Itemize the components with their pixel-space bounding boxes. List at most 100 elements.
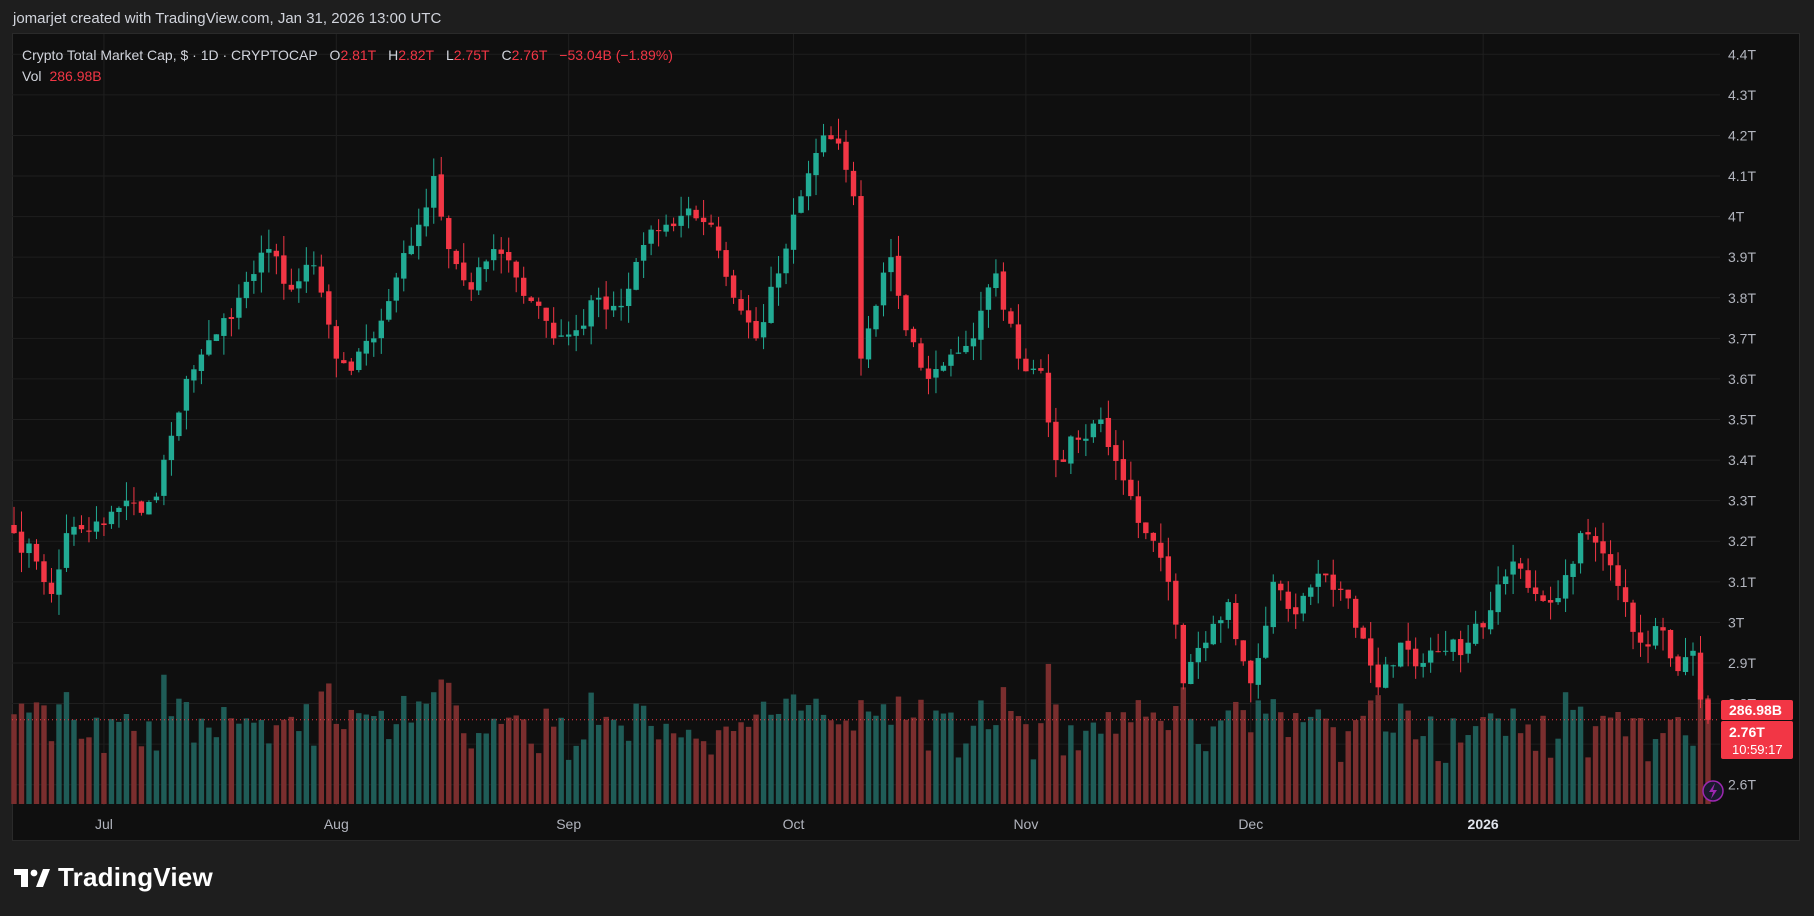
candle-body bbox=[461, 262, 467, 281]
candle-body bbox=[408, 245, 414, 255]
volume-bar bbox=[858, 700, 864, 804]
volume-bar bbox=[461, 733, 467, 804]
volume-bar bbox=[1405, 710, 1411, 804]
candle-body bbox=[1090, 423, 1097, 438]
volume-bar bbox=[1308, 716, 1314, 804]
candle-body bbox=[281, 255, 287, 284]
volume-bar bbox=[303, 704, 310, 804]
candle-body bbox=[693, 209, 699, 219]
volume-bar bbox=[835, 724, 842, 804]
candle-body bbox=[730, 275, 737, 298]
x-axis[interactable]: Jul Aug Sep Oct Nov Dec 2026 bbox=[95, 816, 1499, 832]
candle-body bbox=[1270, 581, 1276, 628]
candle-body bbox=[258, 252, 265, 273]
candle-body bbox=[1345, 589, 1351, 599]
candle-body bbox=[33, 543, 40, 562]
candle-body bbox=[438, 174, 444, 217]
y-tick-label: 3.6T bbox=[1728, 371, 1756, 387]
y-axis[interactable]: 4.4T 4.3T 4.2T 4.1T 4T 3.9T 3.8T 3.7T 3.6T 3.5T 3.… bbox=[1728, 46, 1756, 792]
volume-bar bbox=[71, 719, 77, 804]
volume-bar bbox=[221, 707, 227, 804]
volume-bar bbox=[828, 720, 834, 804]
candle-body bbox=[1180, 624, 1187, 684]
volume-bar bbox=[1090, 722, 1097, 804]
volume-bar bbox=[1300, 722, 1306, 804]
candle-body bbox=[371, 338, 377, 343]
volume-bar bbox=[1705, 698, 1711, 804]
candle-body bbox=[1188, 661, 1194, 685]
volume-bar bbox=[708, 754, 714, 804]
candle-body bbox=[1240, 640, 1246, 662]
volume-bar bbox=[1143, 716, 1149, 804]
candle-body bbox=[11, 525, 17, 534]
volume-bar bbox=[521, 719, 527, 804]
volume-bar bbox=[326, 683, 332, 804]
volume-bar bbox=[880, 704, 887, 804]
lightning-icon[interactable] bbox=[1702, 780, 1724, 802]
candle-body bbox=[18, 531, 25, 553]
volume-bar bbox=[1353, 720, 1359, 804]
candle-body bbox=[423, 207, 429, 227]
candle-body bbox=[1427, 650, 1434, 663]
chart-panel[interactable] bbox=[12, 33, 1800, 841]
candle-body bbox=[1105, 417, 1112, 448]
candle-body bbox=[708, 222, 714, 225]
volume-bar bbox=[1690, 745, 1696, 804]
volume-bar bbox=[783, 698, 789, 804]
candle-body bbox=[640, 245, 647, 261]
volume-bar bbox=[1120, 712, 1127, 804]
candle-body bbox=[910, 328, 917, 343]
volume-bar bbox=[918, 699, 924, 804]
candle-body bbox=[1165, 556, 1172, 582]
y-tick-label: 2.6T bbox=[1728, 777, 1756, 793]
volume-bar bbox=[1293, 713, 1299, 804]
candle-body bbox=[356, 351, 362, 370]
candle-body bbox=[378, 320, 384, 339]
tradingview-logo[interactable]: TradingView bbox=[14, 862, 213, 893]
candle-body bbox=[311, 265, 317, 267]
candle-body bbox=[1128, 479, 1134, 497]
volume-bar bbox=[715, 730, 722, 804]
candle-body bbox=[296, 281, 302, 289]
candle-body bbox=[1120, 459, 1127, 481]
candle-body bbox=[243, 281, 250, 299]
volume-bar bbox=[393, 724, 399, 804]
candle-body bbox=[1615, 565, 1621, 586]
candle-body bbox=[1585, 532, 1591, 535]
candle-body bbox=[273, 250, 280, 257]
candle-body bbox=[565, 334, 572, 337]
volume-bar bbox=[48, 741, 55, 804]
volume-bar bbox=[1472, 726, 1479, 804]
volume-bar bbox=[1630, 718, 1636, 804]
candle-body bbox=[1607, 554, 1614, 566]
volume-bar bbox=[1060, 755, 1067, 804]
volume-bar bbox=[1075, 750, 1082, 804]
candle-body bbox=[1495, 584, 1501, 613]
volume-bar bbox=[1600, 715, 1606, 804]
candle-body bbox=[1075, 437, 1082, 440]
candle-body bbox=[903, 295, 909, 331]
x-tick-label: Nov bbox=[1013, 816, 1038, 832]
candle-body bbox=[1450, 639, 1456, 652]
candle-body bbox=[93, 521, 100, 532]
candle-body bbox=[550, 322, 557, 339]
volume-bar bbox=[805, 705, 812, 804]
x-tick-label: Aug bbox=[324, 816, 349, 832]
volume-bar bbox=[1675, 717, 1681, 804]
volume-bar bbox=[850, 730, 857, 804]
volume-bar bbox=[1285, 737, 1291, 804]
candle-body bbox=[933, 369, 939, 378]
candle-body bbox=[1622, 587, 1629, 603]
y-tick-label: 3.4T bbox=[1728, 452, 1756, 468]
volume-bar bbox=[1570, 709, 1576, 804]
volume-bar bbox=[26, 712, 32, 804]
candle-body bbox=[341, 360, 347, 364]
volume-bar bbox=[1667, 719, 1674, 804]
volume-bar bbox=[378, 710, 384, 804]
volume-bar bbox=[1540, 715, 1546, 804]
volume-bar bbox=[745, 726, 752, 804]
candle-body bbox=[161, 459, 167, 496]
volume-bar bbox=[1502, 735, 1509, 804]
volume-bar bbox=[153, 750, 160, 804]
